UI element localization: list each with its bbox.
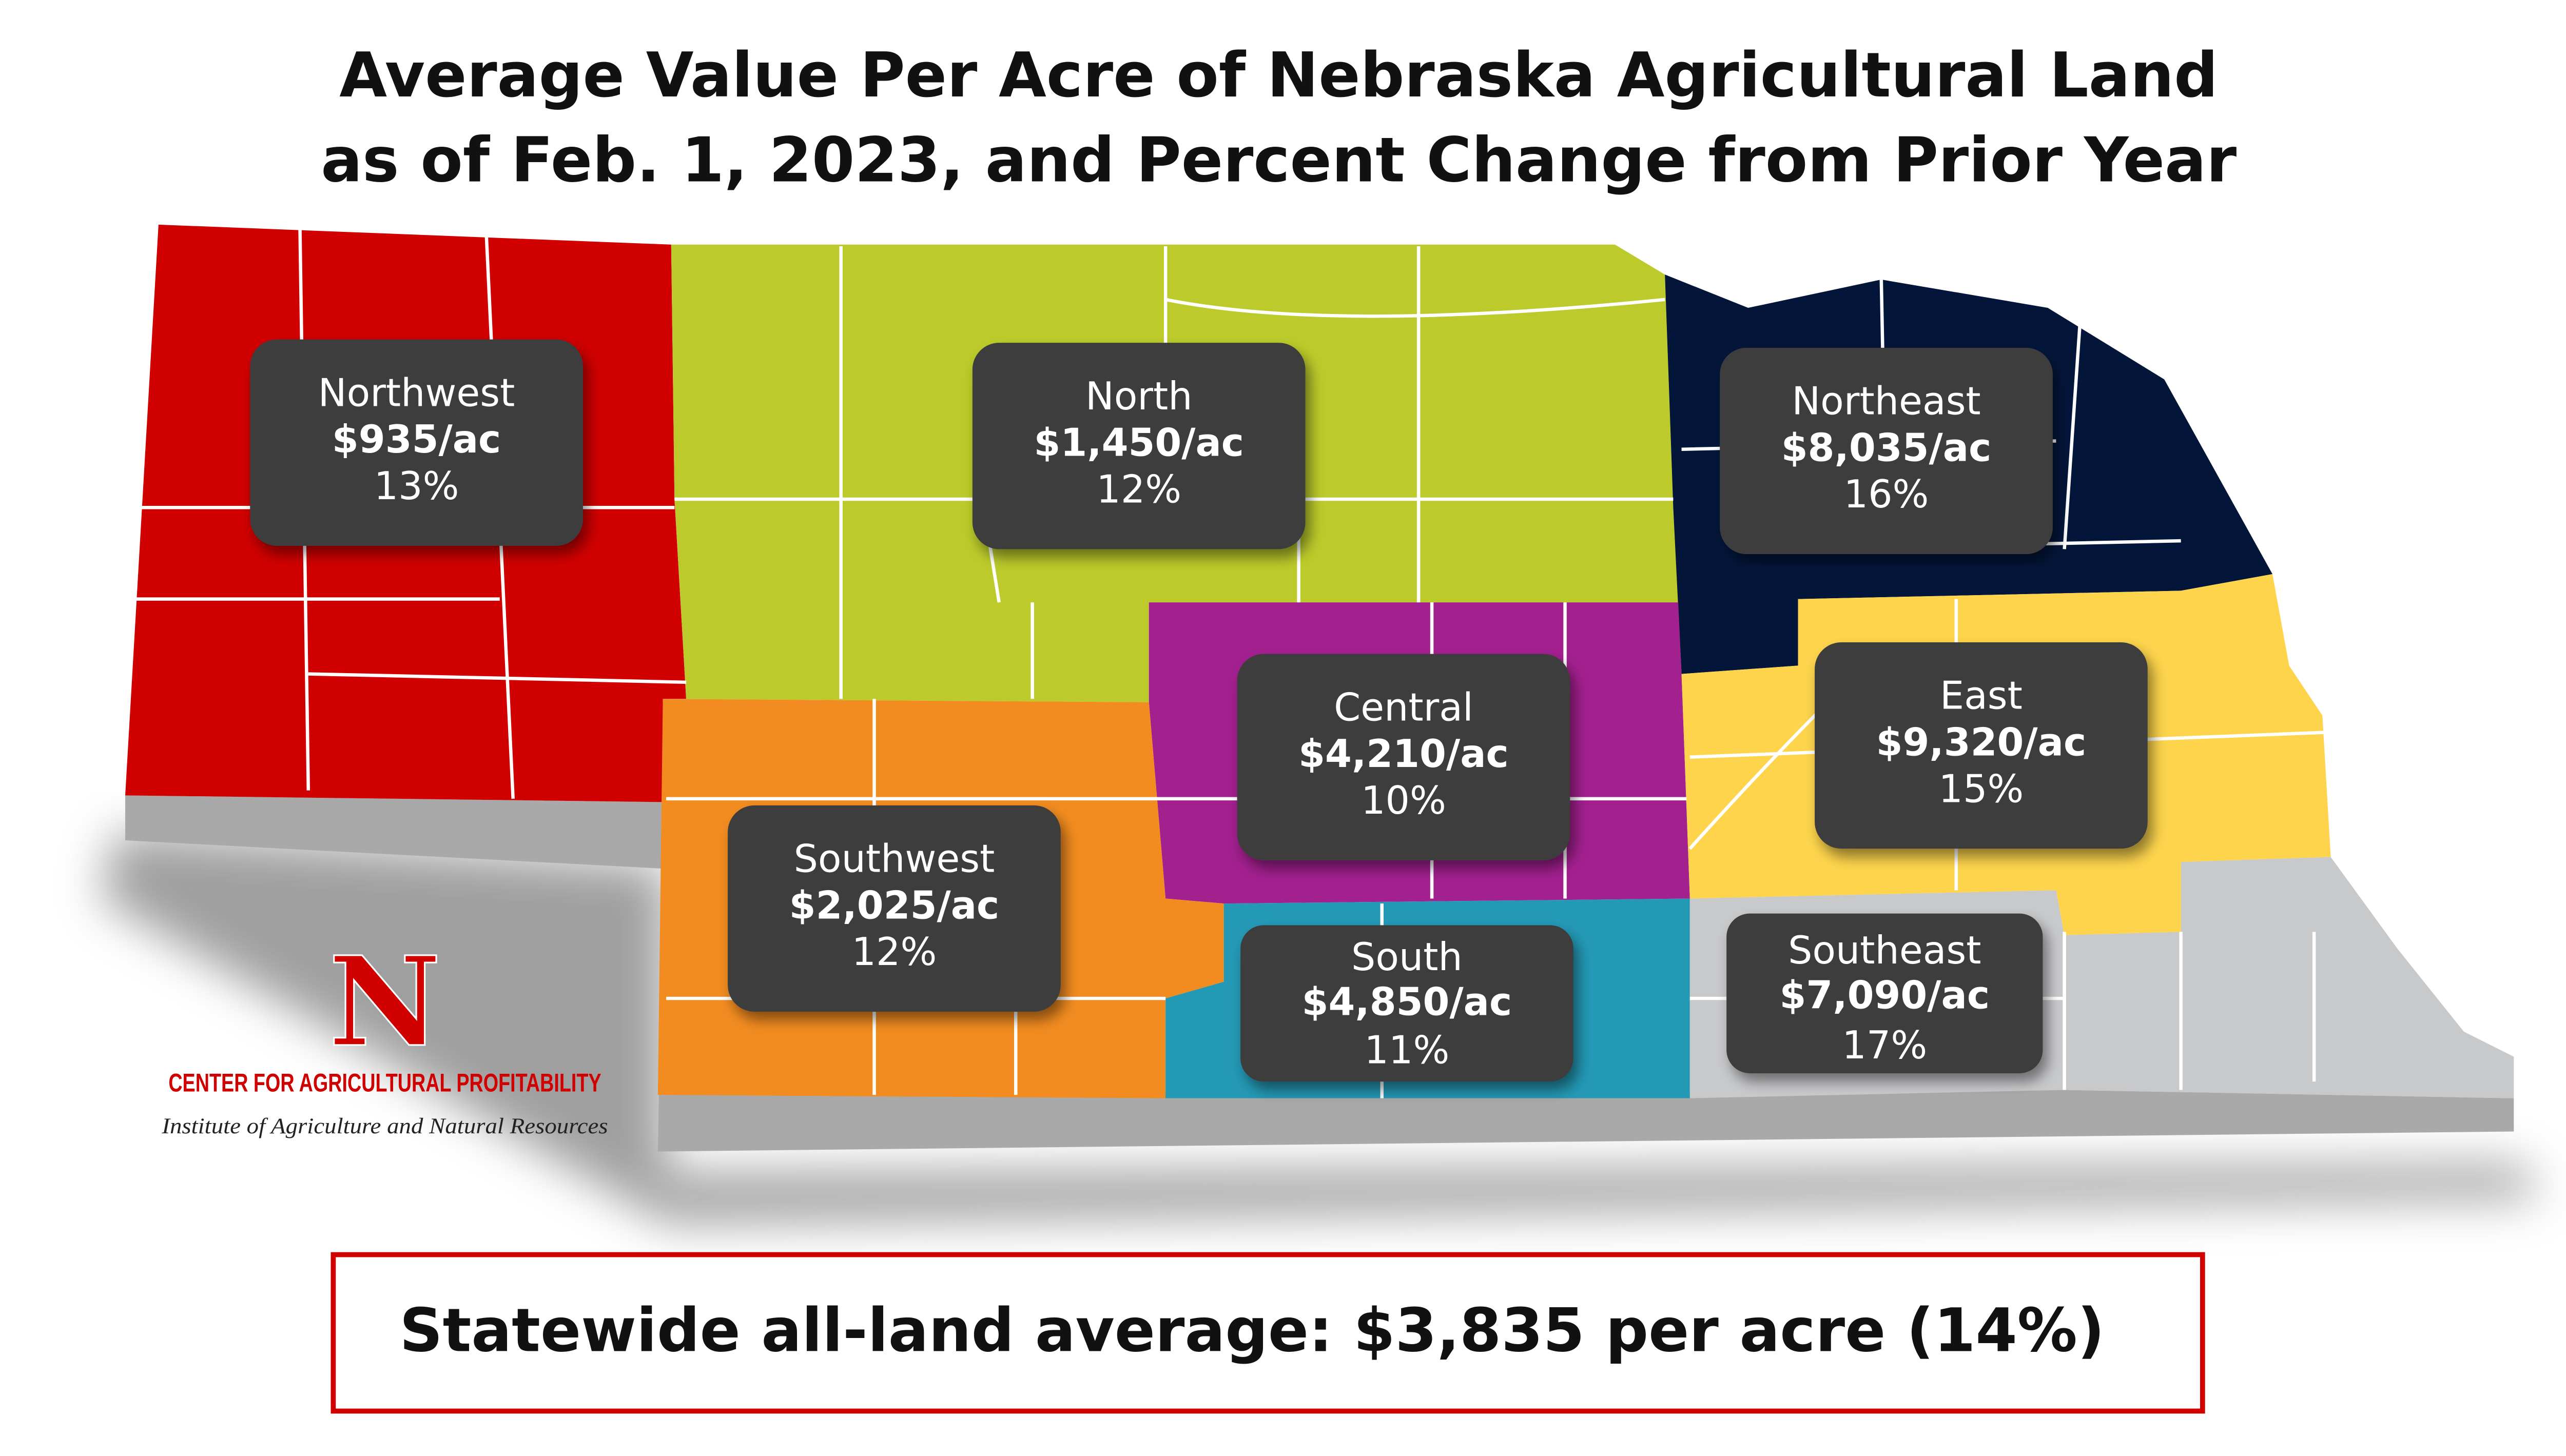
region-value: $935/ac [332, 417, 501, 462]
region-name: South [1351, 935, 1463, 979]
region-name: Southwest [794, 837, 995, 881]
n-logo-icon: N [328, 930, 441, 1074]
region-value: $2,025/ac [789, 883, 1000, 928]
statewide-average: Statewide all-land average: $3,835 per a… [399, 1296, 2105, 1366]
region-value: $8,035/ac [1781, 425, 1992, 470]
region-change: 15% [1939, 766, 2024, 811]
statewide-box [331, 1252, 2205, 1414]
label-southwest: Southwest $2,025/ac 12% [728, 805, 1061, 1012]
region-value: $4,850/ac [1302, 979, 1512, 1024]
region-change: 10% [1361, 778, 1446, 823]
label-northeast: Northeast $8,035/ac 16% [1720, 347, 2053, 555]
region-name: Northeast [1792, 379, 1980, 424]
map-shadow [100, 832, 2539, 1223]
label-east: East $9,320/ac 15% [1815, 642, 2148, 849]
map-base [125, 795, 2514, 1152]
label-north: North $1,450/ac 12% [972, 343, 1306, 549]
label-southeast: Southeast $7,090/ac 17% [1726, 913, 2043, 1074]
region-change: 12% [1096, 467, 1181, 512]
region-name: Central [1334, 685, 1473, 730]
logo-institute-name: Institute of Agriculture and Natural Res… [161, 1114, 608, 1138]
region-change: 13% [374, 464, 459, 508]
logo-center-name: CENTER FOR AGRICULTURAL PROFITABILITY [168, 1068, 601, 1097]
region-name: North [1085, 374, 1193, 419]
region-change: 16% [1844, 472, 1929, 517]
nebraska-n-logo: N CENTER FOR AGRICULTURAL PROFITABILITY … [161, 929, 608, 1138]
region-name: East [1940, 674, 2023, 718]
region-change: 11% [1365, 1028, 1450, 1073]
region-name: Southeast [1788, 928, 1981, 973]
region-value: $9,320/ac [1876, 720, 2087, 765]
title-line-1: Average Value Per Acre of Nebraska Agric… [339, 40, 2218, 111]
label-south: South $4,850/ac 11% [1240, 925, 1573, 1082]
region-value: $1,450/ac [1034, 421, 1244, 465]
region-value: $4,210/ac [1298, 732, 1509, 776]
title-line-2: as of Feb. 1, 2023, and Percent Change f… [321, 125, 2237, 196]
region-name: Northwest [318, 370, 515, 415]
label-central: Central $4,210/ac 10% [1237, 654, 1570, 860]
region-change: 17% [1842, 1023, 1927, 1068]
label-northwest: Northwest $935/ac 13% [250, 339, 583, 546]
region-change: 12% [852, 930, 937, 974]
region-value: $7,090/ac [1780, 973, 1990, 1018]
